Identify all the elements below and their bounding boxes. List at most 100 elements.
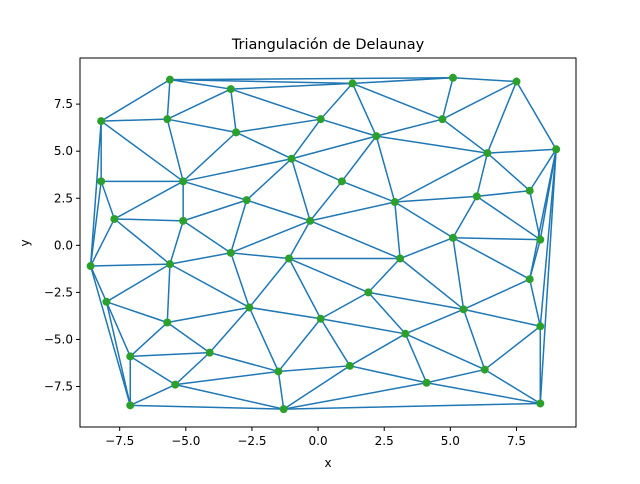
triangulation-edge (476, 189, 531, 198)
triangulation-edge (100, 120, 184, 183)
triangulation-edge (245, 157, 293, 201)
data-point (552, 145, 561, 154)
data-point (205, 348, 214, 357)
triangulation-edge (349, 333, 407, 367)
y-tick-label: 7.5 (54, 97, 73, 111)
triangulation-edge (399, 257, 465, 311)
triangulation-edge (169, 78, 354, 85)
triangulation-edge (462, 308, 486, 371)
triangulation-edge (89, 265, 132, 407)
y-tick-label: 2.5 (54, 191, 73, 205)
triangulation-edge (452, 237, 542, 241)
triangulation-edge (441, 118, 489, 154)
y-tick-label: −5.0 (44, 332, 73, 346)
plot-frame (79, 57, 577, 428)
data-point (536, 399, 545, 408)
triangulation-edge (166, 321, 211, 354)
data-point (525, 186, 534, 195)
data-point (97, 177, 106, 186)
triangulation-edge (230, 220, 311, 254)
triangulation-edge (486, 152, 531, 192)
data-point (348, 79, 357, 88)
triangulation-edge (539, 148, 557, 328)
triangulation-edge (375, 135, 489, 154)
triangulation-edge (309, 220, 401, 260)
y-tick-label: 0.0 (54, 238, 73, 252)
data-point (126, 352, 135, 361)
triangulation-edge (483, 368, 542, 405)
x-tick-label: −7.5 (105, 434, 134, 448)
triangulation-edge (113, 218, 184, 222)
data-point (480, 365, 489, 374)
triangulation-edge (129, 321, 169, 358)
triangulation-edge (288, 220, 311, 260)
triangulation-edge (230, 88, 322, 120)
data-point (448, 73, 457, 82)
triangulation-edge (282, 365, 351, 410)
triangulation-edge (425, 368, 486, 384)
data-point (372, 132, 381, 141)
triangulation-edge (515, 80, 557, 151)
x-axis-label: x (324, 456, 331, 470)
data-point (448, 233, 457, 242)
data-point (165, 260, 174, 269)
triangulation-edge (288, 257, 370, 294)
y-tick-label: 5.0 (54, 144, 73, 158)
triangulation-edge (169, 78, 232, 90)
triangulation-edge (277, 370, 285, 410)
triangulation-edge (235, 118, 322, 134)
triangulation-edge (166, 306, 251, 324)
triangulation-edge (230, 252, 290, 260)
data-point (284, 254, 293, 263)
triangulation-edge (182, 157, 293, 183)
data-point (459, 305, 468, 314)
data-point (422, 378, 431, 387)
triangulation-edge (277, 365, 351, 373)
triangulation-edge (230, 82, 354, 90)
triangulation-edge (425, 382, 542, 405)
triangulation-edge (169, 220, 184, 265)
triangulation-edge (105, 301, 169, 324)
triangulation-edge (113, 218, 171, 265)
triangulation-edge (528, 278, 542, 328)
data-point (401, 329, 410, 338)
triangulation-edge (290, 135, 378, 160)
triangulation-edge (248, 257, 290, 309)
triangulation-edge (182, 220, 232, 254)
triangulation-edge (129, 383, 176, 407)
data-point (438, 115, 447, 124)
triangulation-edge (105, 301, 132, 358)
triangulation-edge (182, 199, 248, 222)
triangulation-edge (452, 237, 531, 280)
edges-layer (89, 77, 557, 410)
triangulation-edge (248, 306, 280, 373)
triangulation-edge (486, 148, 557, 154)
data-point (179, 177, 188, 186)
data-point (226, 248, 235, 257)
triangulation-edge (182, 131, 237, 183)
triangulation-edge (174, 351, 211, 386)
triangulation-edge (290, 118, 322, 160)
triangulation-edge (399, 237, 454, 260)
triangulation-edge (394, 201, 454, 239)
triangulation-edge (166, 78, 171, 120)
data-point (316, 314, 325, 323)
triangulation-edge (277, 317, 322, 373)
triangulation-edge (462, 278, 531, 311)
chart-title: Triangulación de Delaunay (231, 37, 425, 53)
data-point (472, 192, 481, 201)
data-point (306, 216, 315, 225)
triangulation-edge (129, 351, 211, 358)
data-point (274, 367, 283, 376)
triangulation-edge (367, 257, 401, 294)
data-point (279, 405, 288, 414)
data-point (345, 361, 354, 370)
triangulation-edge (235, 131, 293, 160)
triangulation-edge (349, 365, 428, 384)
triangulation-edge (462, 308, 542, 328)
x-tick-label: 7.5 (507, 434, 526, 448)
triangulation-edge (230, 252, 251, 309)
triangulation-edge (441, 77, 454, 120)
triangulation-edge (351, 77, 454, 85)
